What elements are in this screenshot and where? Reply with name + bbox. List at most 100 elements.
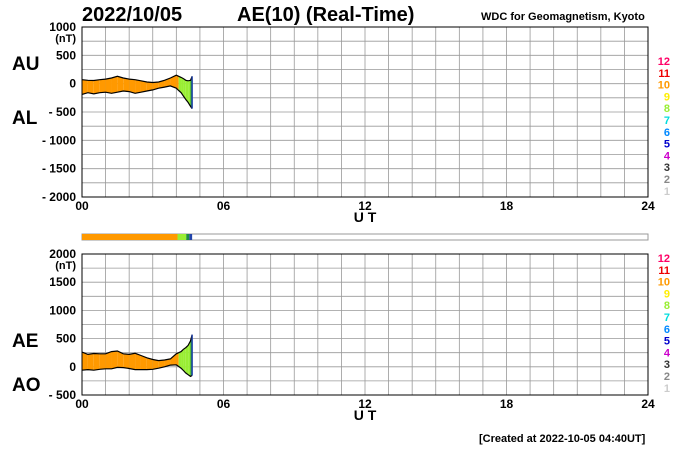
created-timestamp: [Created at 2022-10-05 04:40UT] (479, 433, 646, 445)
data-fill-segment (188, 80, 191, 107)
station-legend-6: 6 (664, 324, 670, 336)
data-fill-segment (178, 76, 182, 93)
data-fill-segment (178, 351, 182, 369)
data-fill-segment (140, 80, 147, 93)
data-fill-segment (164, 358, 171, 367)
station-legend-9: 9 (664, 91, 670, 103)
data-fill-segment (152, 359, 159, 370)
data-fill-segment (111, 76, 118, 94)
data-fill-segment (158, 80, 165, 89)
data-fill-segment (129, 79, 136, 94)
data-fill-segment (82, 352, 88, 371)
side-label-ao: AO (12, 375, 41, 396)
station-legend-4: 4 (664, 347, 671, 359)
y-tick-label: 500 (56, 332, 76, 346)
y-tick-label: 2000 (49, 247, 76, 261)
station-legend-2: 2 (664, 371, 670, 383)
data-fill-segment (105, 351, 112, 369)
x-tick-label: 18 (500, 199, 514, 213)
x-tick-label: 12 (358, 397, 372, 411)
side-label-ae: AE (12, 331, 38, 352)
organization-label: WDC for Geomagnetism, Kyoto (481, 11, 645, 23)
data-fill-segment (117, 76, 124, 93)
data-fill-segment (146, 357, 153, 370)
station-legend-12: 12 (658, 253, 670, 265)
x-tick-label: 24 (641, 397, 655, 411)
x-tick-label: 12 (358, 199, 372, 213)
station-legend-11: 11 (658, 68, 670, 80)
data-fill-segment (181, 349, 184, 371)
station-legend-9: 9 (664, 288, 670, 300)
data-fill-segment (170, 75, 177, 89)
data-fill-segment (123, 353, 130, 369)
data-fill-segment (188, 340, 191, 377)
side-label-au: AU (12, 54, 39, 75)
station-legend-12: 12 (658, 56, 670, 68)
au-al-panel: 1000 500 0 - 500 - 1000 - 1500 - 2000 (nT) 00 06 1… (12, 20, 671, 225)
data-fill-segment (140, 355, 147, 370)
data-fill-segment (176, 75, 179, 91)
data-fill-segment (123, 78, 130, 92)
data-fill-segment (111, 351, 118, 369)
y-tick-label: 0 (69, 360, 76, 374)
y-tick-label: 1000 (49, 303, 76, 317)
coverage-bar-segment (186, 234, 190, 240)
station-legend-6: 6 (664, 127, 670, 139)
series-line-al (81, 85, 193, 109)
plot-frame (81, 26, 649, 198)
y-axis-label: (nT) (55, 260, 76, 272)
y-tick-label: - 500 (49, 388, 77, 402)
station-legend-8: 8 (664, 300, 670, 312)
data-fill-segment (93, 353, 100, 371)
y-tick-label: - 500 (49, 105, 77, 119)
y-tick-label: - 2000 (42, 190, 76, 204)
station-legend-5: 5 (664, 139, 670, 151)
data-fill-segment (183, 347, 186, 374)
station-legend-10: 10 (658, 277, 670, 289)
data-fill-segment (185, 80, 189, 103)
x-tick-label: 06 (217, 397, 231, 411)
date-title: 2022/10/05 (82, 4, 183, 26)
side-label-al: AL (12, 108, 38, 129)
index-title: AE(10) (Real-Time) (237, 4, 415, 26)
y-tick-label: 0 (69, 77, 76, 91)
data-fill-segment (152, 81, 159, 90)
station-legend-3: 3 (664, 359, 670, 371)
data-fill-segment (181, 77, 184, 97)
x-axis-label: U T (354, 209, 377, 225)
data-fill-segment (170, 353, 177, 366)
coverage-bar-segment (82, 234, 178, 240)
station-legend-5: 5 (664, 336, 670, 348)
data-fill-segment (185, 345, 189, 375)
station-legend-4: 4 (664, 150, 671, 162)
station-legend-2: 2 (664, 174, 670, 186)
y-tick-label: 1000 (49, 20, 76, 34)
station-legend-8: 8 (664, 103, 670, 115)
data-fill-segment (158, 360, 165, 369)
station-legend-3: 3 (664, 162, 670, 174)
data-fill-segment (87, 80, 94, 94)
y-tick-label: 500 (56, 48, 76, 62)
data-fill-segment (99, 353, 106, 370)
station-legend-1: 1 (664, 383, 670, 395)
station-legend-11: 11 (658, 265, 670, 277)
x-tick-label: 00 (75, 199, 89, 213)
data-fill-segment (105, 78, 112, 94)
data-fill-segment (87, 353, 94, 371)
data-fill-segment (82, 79, 88, 95)
data-fill-segment (135, 353, 141, 370)
plot-frame (81, 253, 649, 396)
data-fill-segment (99, 79, 106, 93)
data-coverage-bar (81, 233, 649, 241)
coverage-bar-segment (177, 234, 187, 240)
x-axis-label: U T (354, 407, 377, 423)
series-line-ae (81, 334, 193, 362)
y-axis-label: (nT) (55, 33, 76, 45)
y-tick-label: 1500 (49, 275, 76, 289)
data-fill-segment (176, 352, 179, 367)
x-tick-label: 24 (641, 199, 655, 213)
series-line-au (81, 74, 193, 84)
data-fill-segment (129, 353, 136, 370)
station-legend-7: 7 (664, 312, 670, 324)
